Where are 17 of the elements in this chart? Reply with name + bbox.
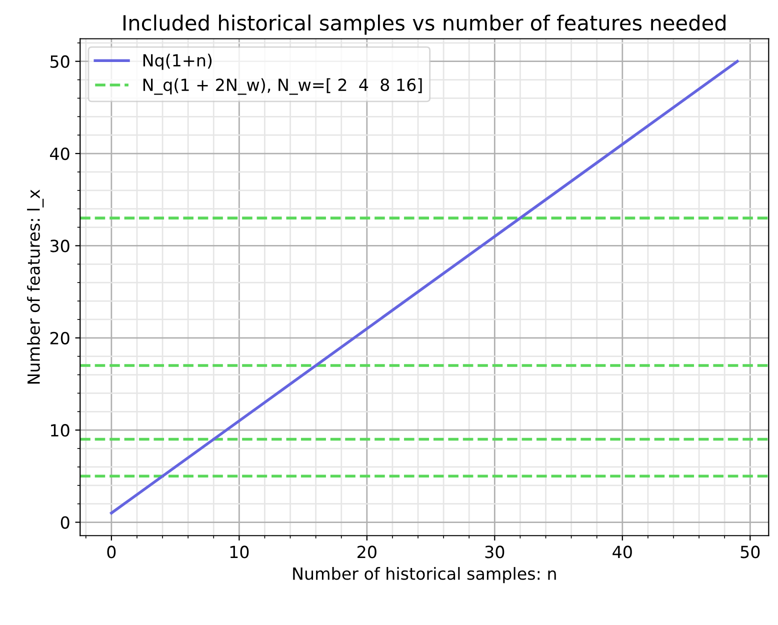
y-axis-title: Number of features: l_x <box>27 190 44 384</box>
y-tick-label: 10 <box>51 424 70 437</box>
x-tick-label: 50 <box>740 546 760 558</box>
y-tick-label: 40 <box>50 147 70 160</box>
x-tick-label: 10 <box>230 546 249 558</box>
chart-title: Included historical samples vs number of features needed <box>124 14 726 35</box>
y-tick-label: 30 <box>50 240 70 252</box>
x-axis-title: Number of historical samples: n <box>293 567 556 584</box>
y-tick-label: 0 <box>60 516 70 529</box>
legend-label: Nq(1+n) <box>143 54 212 70</box>
x-tick-label: 40 <box>612 546 632 558</box>
y-tick-label: 20 <box>50 332 70 344</box>
x-tick-label: 0 <box>107 546 116 558</box>
y-tick-label: 50 <box>50 55 70 68</box>
legend-label: N_q(1 + 2N_w), N_w=[ 2 4 8 16] <box>143 78 422 95</box>
x-tick-label: 30 <box>485 546 504 558</box>
x-tick-label: 20 <box>358 546 376 558</box>
